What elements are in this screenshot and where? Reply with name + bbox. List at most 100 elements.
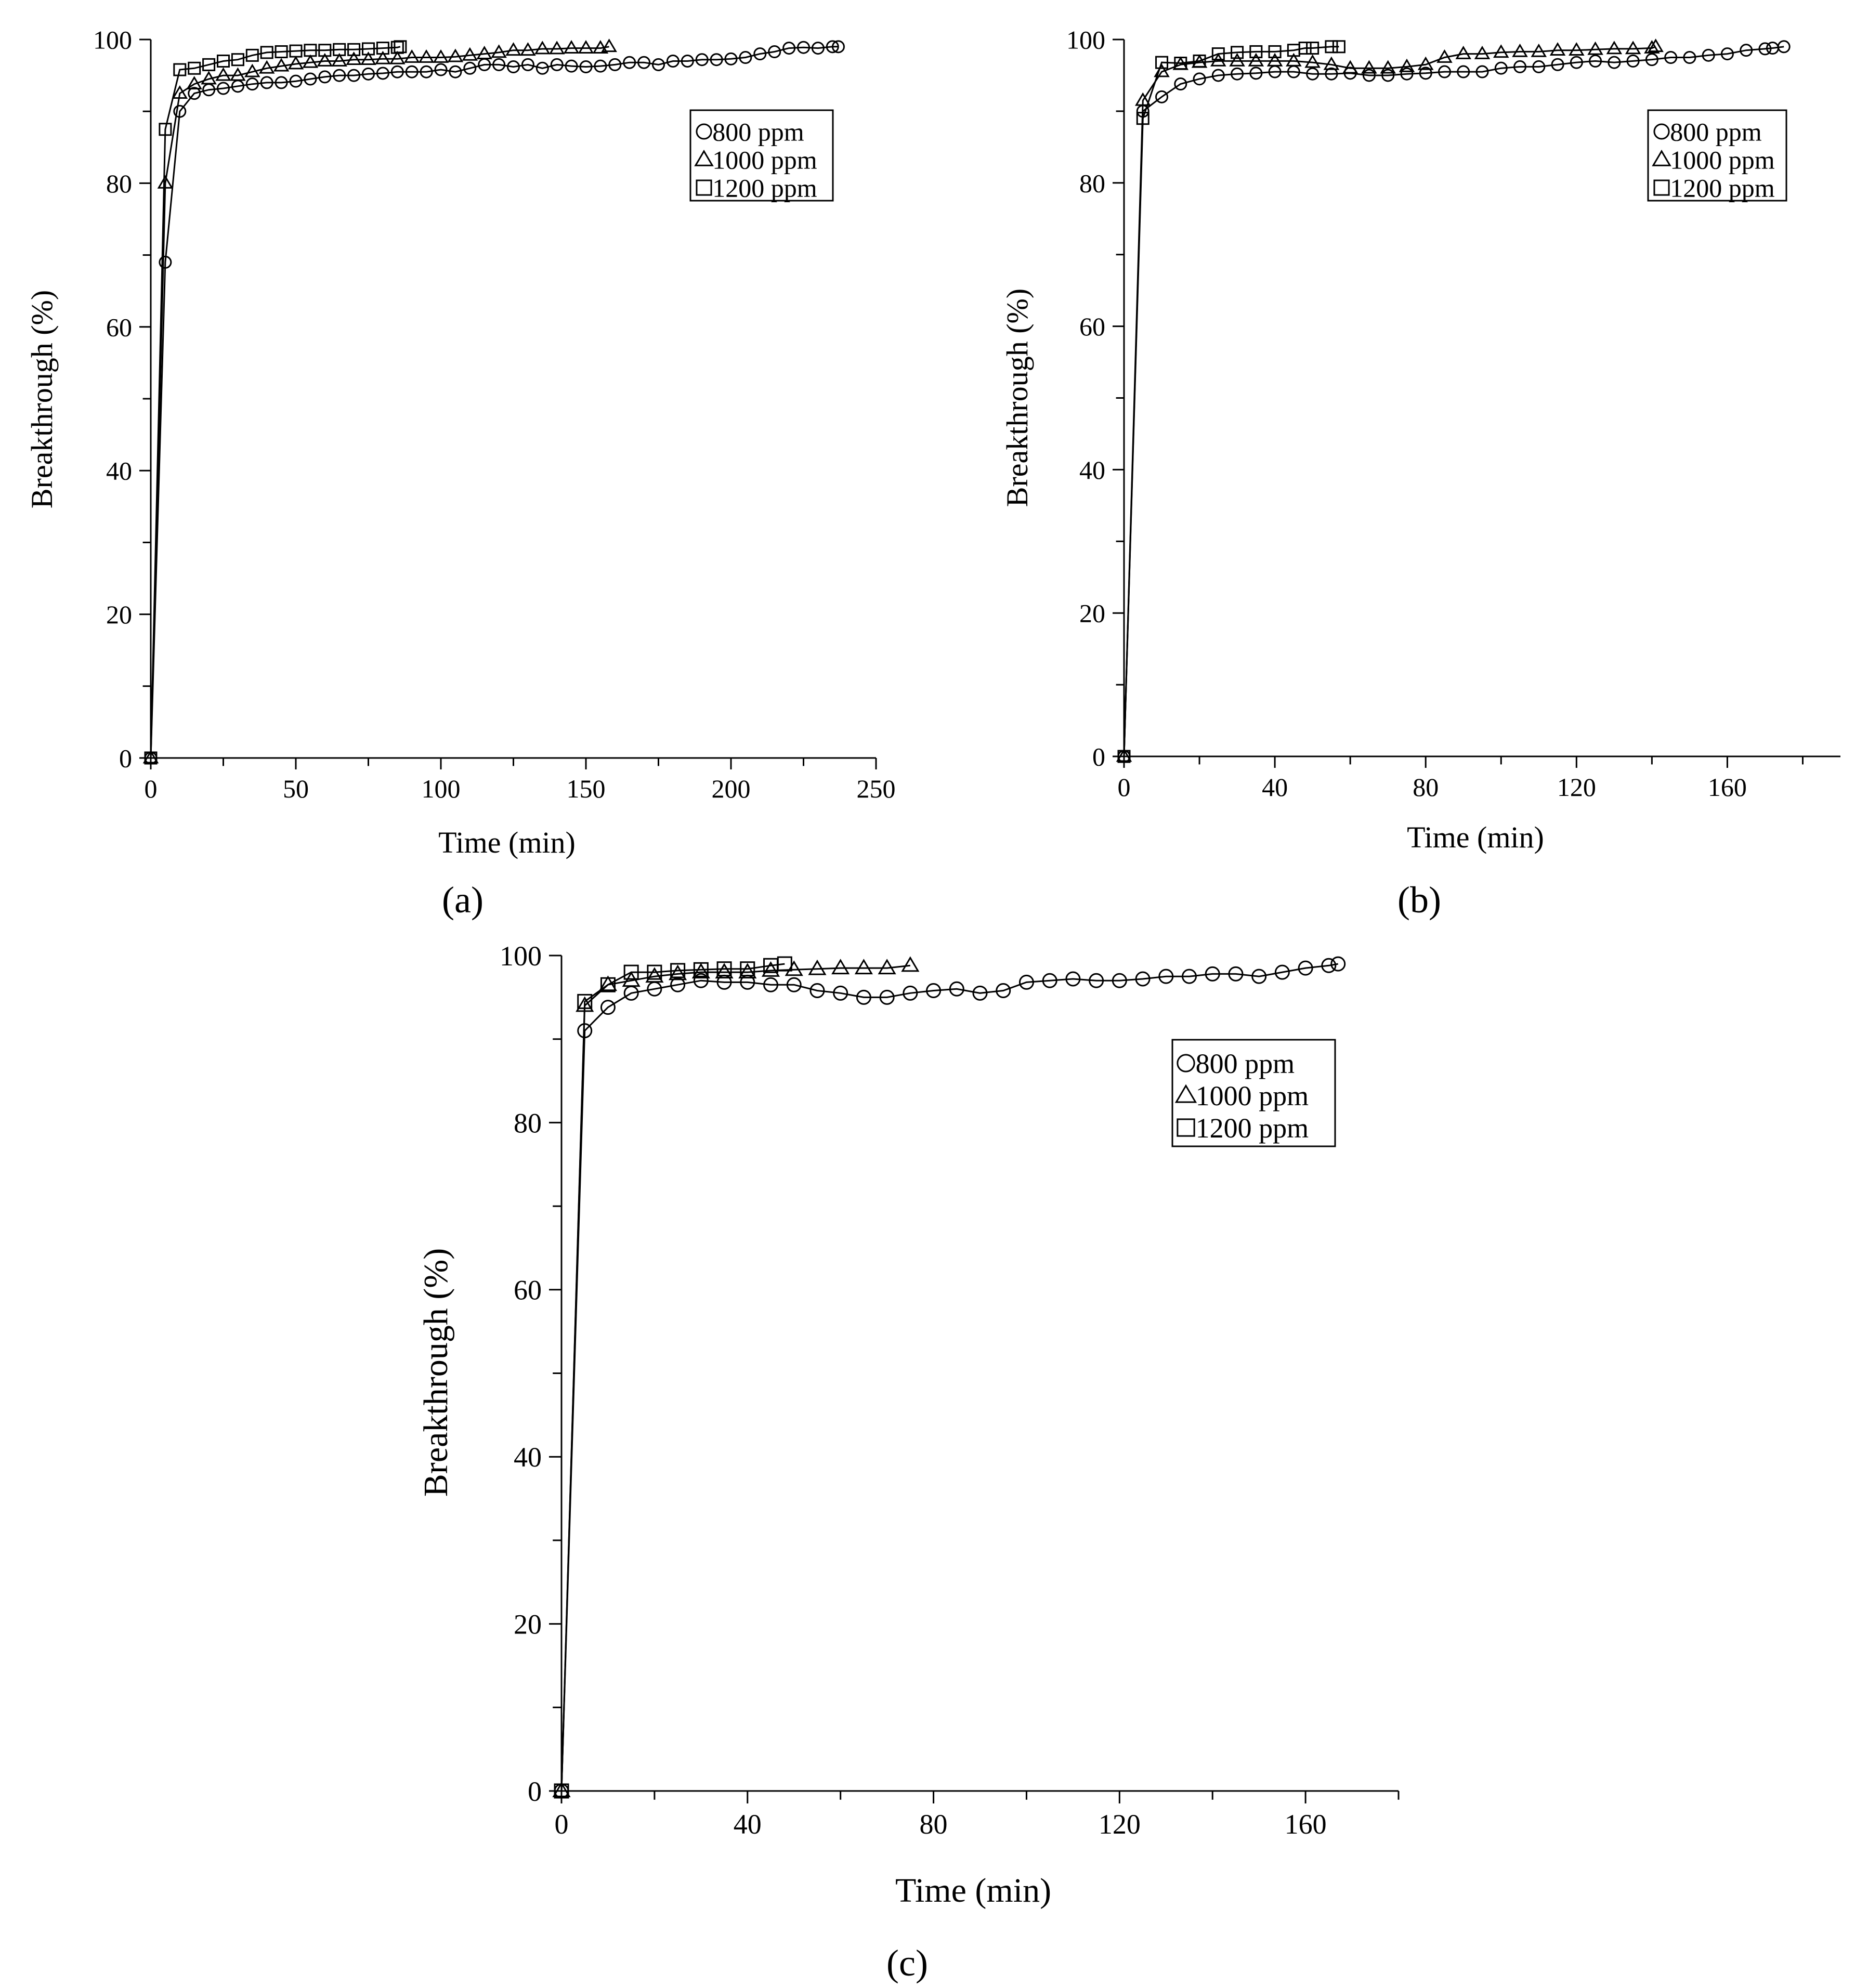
y-tick-label: 20 (106, 600, 132, 629)
data-point-triangle (389, 50, 406, 64)
data-point-square (144, 751, 158, 765)
data-point-circle (972, 985, 988, 1001)
y-axis-label: Breakthrough (%) (417, 1248, 455, 1497)
data-point-triangle (447, 48, 464, 62)
x-tick-label: 0 (555, 1809, 569, 1840)
data-point-triangle (1342, 60, 1358, 74)
data-point-triangle (808, 959, 827, 975)
data-point-circle (434, 63, 448, 76)
legend-box (689, 109, 834, 202)
y-tick-label: 80 (514, 1107, 542, 1139)
data-point-triangle (831, 959, 850, 975)
data-point-circle (811, 42, 825, 55)
data-point-circle (681, 54, 694, 68)
data-point-circle (347, 69, 361, 82)
data-point-triangle (157, 175, 174, 189)
data-point-triangle (1606, 41, 1623, 55)
legend-label: 1000 ppm (712, 146, 817, 175)
y-tick-label: 40 (1079, 455, 1105, 485)
data-point-circle (768, 45, 781, 58)
x-tick-label: 160 (1708, 773, 1747, 802)
data-point-circle (535, 61, 549, 75)
x-tick-label: 0 (1118, 773, 1131, 802)
data-point-triangle (1304, 54, 1321, 68)
data-point-circle (710, 53, 723, 67)
data-point-square (740, 961, 755, 977)
y-tick-label: 60 (106, 312, 132, 342)
x-tick-label: 80 (1413, 773, 1439, 802)
data-point-circle (173, 104, 187, 118)
legend-marker-circle (696, 123, 712, 140)
data-point-square (1332, 40, 1345, 54)
data-point-triangle (1569, 42, 1585, 56)
data-point-circle (1475, 65, 1489, 79)
data-point-square (202, 58, 216, 71)
data-point-circle (856, 989, 871, 1005)
y-tick-label: 80 (1079, 168, 1105, 198)
data-point-circle (245, 77, 259, 91)
x-tick-label: 120 (1099, 1809, 1141, 1840)
data-point-square (1174, 57, 1187, 70)
series-line-800-ppm (1123, 46, 1784, 757)
series-line-1200-ppm (1123, 46, 1339, 757)
y-tick-label: 40 (514, 1442, 542, 1473)
data-point-triangle (1625, 41, 1641, 55)
data-point-circle (695, 53, 709, 67)
data-point-circle (1664, 50, 1678, 64)
y-tick-label: 20 (514, 1609, 542, 1640)
data-point-circle (565, 59, 578, 73)
data-point-circle (693, 973, 709, 988)
data-point-triangle (1229, 53, 1245, 67)
data-point-circle (1205, 966, 1220, 982)
data-point-circle (1381, 69, 1395, 82)
data-point-square (1117, 750, 1131, 763)
data-point-square (1155, 56, 1169, 69)
data-point-triangle (476, 46, 492, 59)
data-point-triangle (592, 40, 609, 54)
data-point-circle (1325, 67, 1338, 81)
data-point-triangle (598, 975, 618, 991)
data-point-circle (1018, 974, 1034, 990)
data-point-circle (1182, 969, 1197, 984)
data-point-triangle (375, 50, 391, 64)
data-point-circle (390, 65, 404, 79)
data-point-triangle (1323, 56, 1340, 70)
legend-marker-square (1177, 1118, 1195, 1137)
panel-caption-a: (a) (442, 879, 484, 921)
y-axis-label: Breakthrough (%) (25, 290, 59, 508)
data-point-triangle (1399, 58, 1415, 72)
x-tick-label: 50 (283, 774, 309, 803)
data-point-square (1231, 46, 1244, 59)
data-point-triangle (462, 47, 478, 61)
data-point-square (1249, 45, 1263, 58)
x-tick-label: 160 (1285, 1809, 1327, 1840)
data-point-circle (304, 72, 317, 86)
x-tick-label: 80 (920, 1809, 948, 1840)
data-point-circle (1174, 77, 1187, 90)
data-point-circle (879, 989, 895, 1005)
data-point-circle (753, 47, 767, 61)
data-point-circle (594, 59, 607, 73)
data-point-circle (1551, 58, 1564, 71)
data-point-circle (492, 58, 506, 71)
data-point-square (394, 40, 407, 54)
data-point-circle (724, 52, 738, 66)
data-point-circle (463, 61, 477, 75)
data-point-square (188, 61, 201, 75)
data-point-triangle (1531, 43, 1547, 57)
data-point-triangle (1248, 53, 1264, 67)
data-point-circle (318, 70, 332, 84)
legend-marker-triangle (694, 149, 714, 166)
data-point-triangle (1134, 92, 1151, 106)
legend-box (1171, 1039, 1336, 1147)
data-point-triangle (669, 964, 687, 980)
data-point-circle (1306, 67, 1320, 81)
data-point-circle (996, 983, 1011, 998)
chart-panel-a: 0 50 100 150 200 250 0 20 40 60 80 100 Time (min) Bre… (25, 25, 896, 860)
data-point-triangle (901, 956, 920, 972)
data-point-circle (1494, 61, 1508, 75)
data-point-circle (1758, 42, 1772, 56)
data-point-triangle (785, 960, 803, 976)
data-point-triangle (346, 51, 362, 66)
data-point-square (333, 43, 346, 56)
